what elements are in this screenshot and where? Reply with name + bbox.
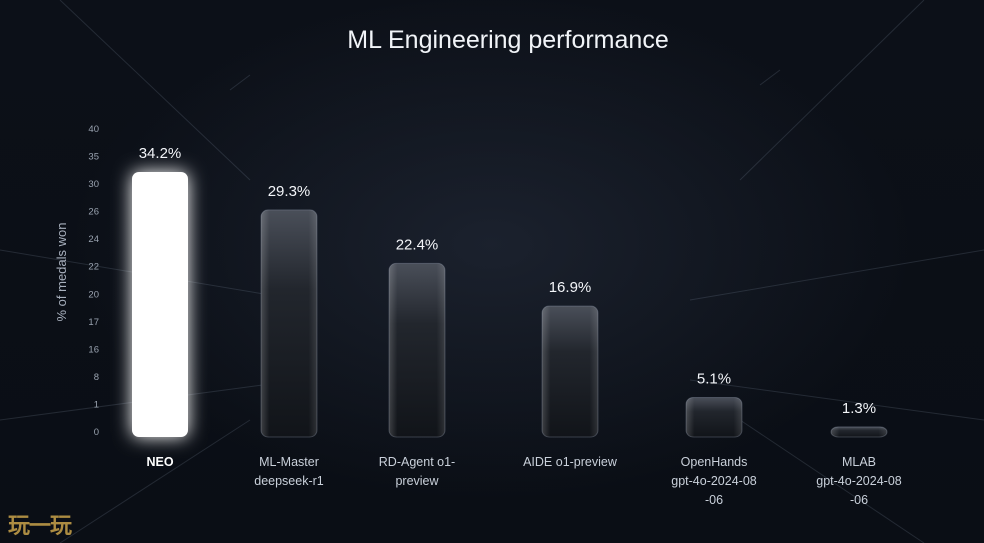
bar-sheen [831,426,887,437]
y-tick-label: 26 [88,207,99,218]
category-label: gpt-4o-2024-08 [671,474,757,488]
bar-sheen [389,263,445,437]
bar-value-label: 1.3% [842,400,876,417]
bar-value-label: 29.3% [268,183,311,200]
y-axis-ticks: 40 35 30 26 24 22 20 17 16 8 1 0 [88,124,99,438]
y-tick-label: 8 [94,372,99,383]
y-axis-label: % of medals won [54,223,69,322]
chart-title: ML Engineering performance [347,26,668,54]
category-label: ML-Master [259,455,319,469]
y-tick-label: 22 [88,262,99,273]
category-label: AIDE o1-preview [523,455,618,469]
bar [132,171,188,437]
category-label: -06 [705,493,723,507]
y-tick-label: 1 [94,399,99,410]
bar-value-label: 34.2% [139,145,182,162]
y-tick-label: 35 [88,152,99,163]
category-label: OpenHands [681,455,748,469]
bar-sheen [542,306,598,437]
bar-value-label: 22.4% [396,236,439,253]
y-tick-label: 16 [88,344,99,355]
watermark-logo: 玩一玩 [8,514,72,539]
category-labels: NEO ML-Master deepseek-r1 RD-Agent o1- previ… [146,455,901,507]
value-labels: 34.2% 29.3% 22.4% 16.9% 5.1% 1.3% [139,145,876,417]
y-tick-label: 20 [88,289,99,300]
bars [132,171,888,438]
bar-value-label: 5.1% [697,370,731,387]
y-tick-label: 0 [94,427,99,438]
category-label: NEO [146,455,173,469]
bar-sheen [686,397,742,437]
bar-sheen [261,209,317,437]
category-label: gpt-4o-2024-08 [816,474,902,488]
y-tick-label: 17 [88,317,99,328]
bar-value-label: 16.9% [549,279,592,296]
y-tick-label: 40 [88,124,99,135]
category-label: -06 [850,493,868,507]
y-tick-label: 30 [88,179,99,190]
category-label: MLAB [842,455,876,469]
y-tick-label: 24 [88,234,99,245]
category-label: preview [395,474,439,488]
category-label: deepseek-r1 [254,474,324,488]
category-label: RD-Agent o1- [379,455,455,469]
